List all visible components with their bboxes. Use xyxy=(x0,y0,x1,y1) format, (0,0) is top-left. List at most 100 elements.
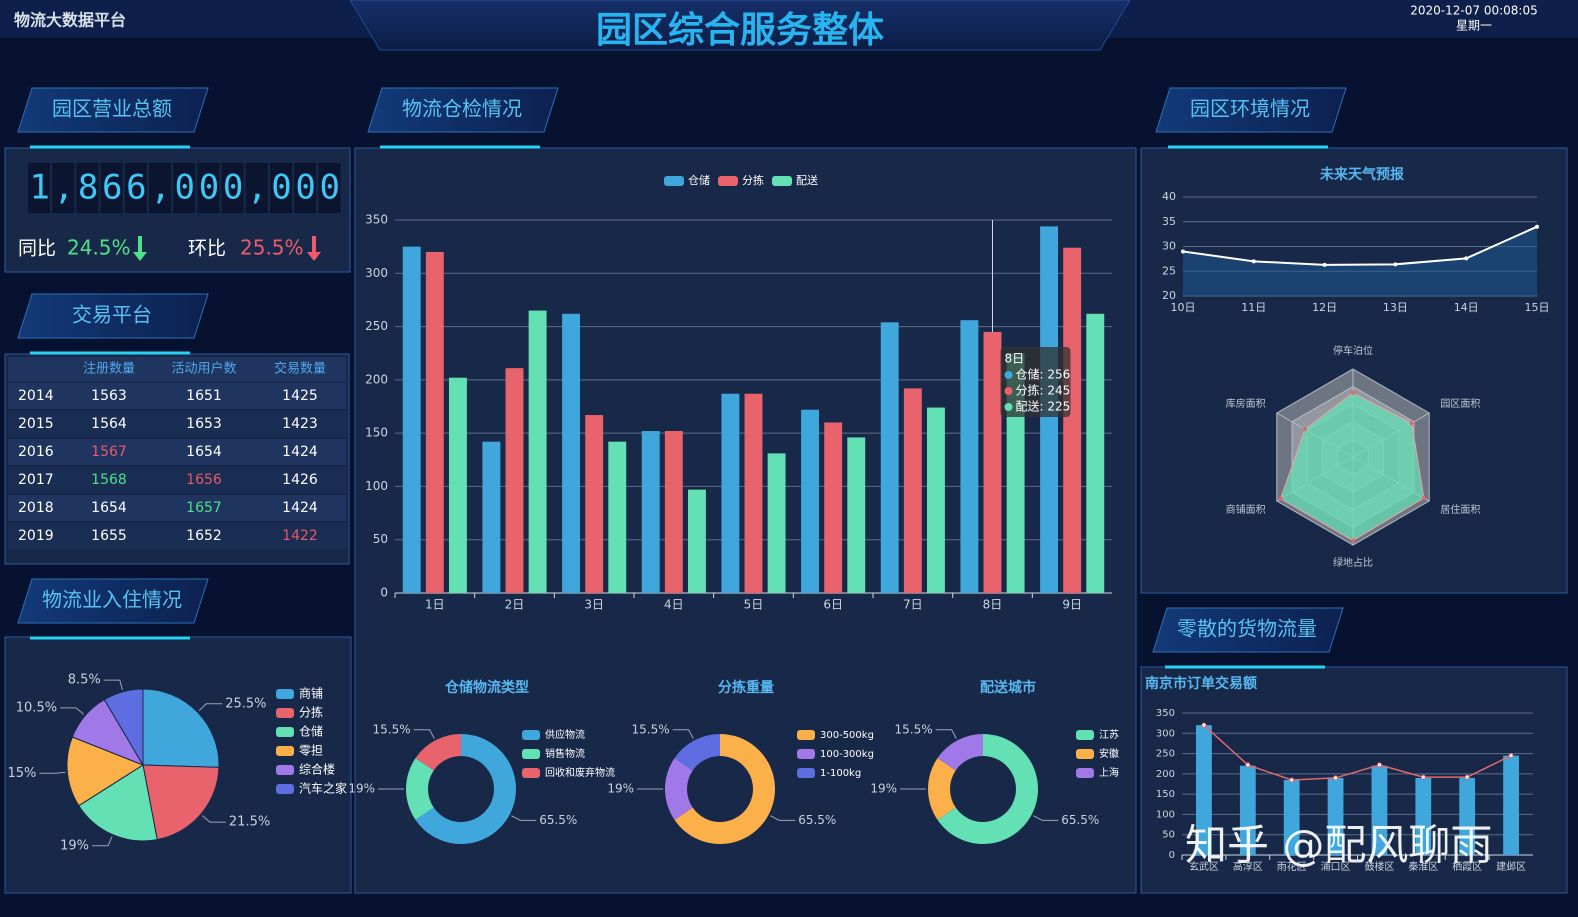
x-tick-label: 高淳区 xyxy=(1233,860,1263,873)
bar xyxy=(402,246,421,593)
table-cell: 1564 xyxy=(91,416,127,432)
x-tick-label: 鼓楼区 xyxy=(1364,860,1394,873)
tooltip xyxy=(1000,347,1071,417)
bar xyxy=(1086,313,1105,593)
pie-slice xyxy=(937,733,1038,844)
line-point xyxy=(1181,249,1185,254)
y-tick-label: 250 xyxy=(365,319,388,333)
bar xyxy=(641,431,660,593)
table-cell: 1426 xyxy=(282,472,318,488)
legend-label: 零担 xyxy=(299,744,323,758)
column-header: 注册数量 xyxy=(83,362,135,377)
line-point xyxy=(1289,777,1295,783)
table-cell: 2018 xyxy=(18,500,54,516)
x-tick-label: 建邺区 xyxy=(1496,860,1526,873)
y-tick-label: 200 xyxy=(1156,769,1175,780)
radar-label: 园区面积 xyxy=(1440,398,1480,410)
legend-label: 汽车之家 xyxy=(299,781,347,796)
panel-title: 园区营业总额 xyxy=(52,97,172,121)
chart-title: 配送城市 xyxy=(980,679,1036,696)
table-cell: 1651 xyxy=(186,388,222,404)
panel-tab xyxy=(17,293,209,339)
digit-box xyxy=(149,163,171,213)
x-tick-label: 11日 xyxy=(1241,301,1266,314)
label-line xyxy=(92,836,113,847)
radar-point xyxy=(1302,427,1307,432)
page-title: 园区综合服务整体 xyxy=(596,10,884,51)
line-point xyxy=(1376,762,1382,768)
legend-swatch xyxy=(718,176,738,186)
table-cell: 2017 xyxy=(18,472,54,488)
line-point xyxy=(1201,722,1207,728)
bar xyxy=(687,489,706,593)
table-cell: 1656 xyxy=(186,472,222,488)
bar xyxy=(721,393,740,593)
line xyxy=(1203,724,1512,781)
digit-box xyxy=(294,163,317,213)
legend-label: 配送 xyxy=(796,173,818,187)
table-cell: 2019 xyxy=(18,528,54,544)
data-label: 65.5% xyxy=(1061,813,1099,827)
x-tick-label: 5日 xyxy=(744,598,764,612)
line xyxy=(1182,225,1538,266)
table-row xyxy=(8,495,346,521)
pie-slice xyxy=(415,734,516,845)
bar xyxy=(903,388,922,593)
legend-swatch xyxy=(1076,768,1094,778)
data-label: 65.5% xyxy=(539,813,577,827)
tooltip-dot xyxy=(1004,403,1013,411)
data-label: 19% xyxy=(60,838,89,853)
legend-label: 安徽 xyxy=(1099,747,1119,760)
header-center xyxy=(349,0,1131,51)
chart-title: 未来天气预报 xyxy=(1320,166,1404,183)
chart-title: 分拣重量 xyxy=(718,679,774,696)
y-tick-label: 100 xyxy=(365,479,388,493)
bar xyxy=(528,310,547,593)
legend-label: 综合楼 xyxy=(299,762,335,777)
label-line xyxy=(511,815,537,821)
x-tick-label: 3日 xyxy=(584,598,604,612)
table-cell: 2016 xyxy=(18,444,54,460)
tooltip-dot xyxy=(1004,387,1013,395)
radar-point xyxy=(1351,390,1355,395)
bar xyxy=(1327,777,1344,855)
line-point xyxy=(1251,259,1256,264)
legend-label: 100-300kg xyxy=(820,749,874,760)
x-tick-label: 玄武区 xyxy=(1189,860,1219,873)
x-tick-label: 2日 xyxy=(505,598,525,612)
x-tick-label: 6日 xyxy=(823,598,843,612)
pie-slice xyxy=(103,688,144,767)
x-tick-label: 1日 xyxy=(425,598,445,612)
bar xyxy=(562,313,581,593)
table-cell: 1567 xyxy=(91,444,127,460)
panel-title: 园区环境情况 xyxy=(1190,97,1310,121)
pie-slice xyxy=(665,758,693,820)
table-cell: 1424 xyxy=(282,444,318,460)
table-row xyxy=(8,411,346,437)
y-tick-label: 0 xyxy=(1169,850,1175,861)
legend-label: 供应物流 xyxy=(545,728,585,741)
legend-swatch xyxy=(522,730,540,740)
digit-box xyxy=(76,163,99,213)
legend-swatch xyxy=(522,768,540,778)
y-tick-label: 150 xyxy=(1156,789,1175,800)
legend-label: 商铺 xyxy=(299,686,323,701)
radar-point xyxy=(1278,496,1283,501)
y-tick-label: 350 xyxy=(1156,708,1175,719)
table-cell: 1657 xyxy=(186,500,222,516)
down-arrow xyxy=(307,236,321,261)
mom-label: 环比 xyxy=(188,238,226,260)
tooltip-dot xyxy=(1004,371,1013,379)
line-point xyxy=(1464,256,1469,261)
table-row xyxy=(8,523,346,549)
bar xyxy=(744,393,763,593)
label-line xyxy=(39,771,66,774)
weekday: 星期一 xyxy=(1456,19,1492,33)
label-line xyxy=(935,729,957,739)
bar xyxy=(448,377,467,593)
table-cell: 2014 xyxy=(18,388,54,404)
column-header: 交易数量 xyxy=(274,361,326,377)
y-tick-label: 50 xyxy=(373,532,388,546)
